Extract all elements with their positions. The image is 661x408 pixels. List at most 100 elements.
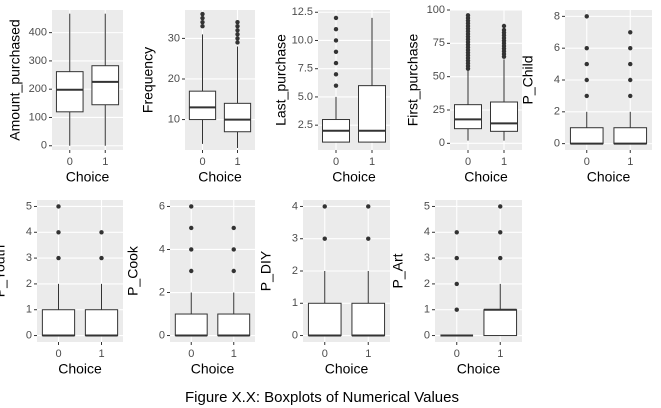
x-tick-label: 1 <box>365 348 371 360</box>
outlier <box>454 307 459 312</box>
box-body <box>490 101 518 132</box>
y-tick-label: 1 <box>292 297 298 309</box>
y-tick-label: 2 <box>554 106 560 118</box>
outlier <box>454 230 459 235</box>
outlier <box>322 236 327 241</box>
y-tick-label: 1 <box>26 304 32 316</box>
y-tick-label: 0 <box>439 137 445 149</box>
y-tick-label: 4 <box>26 226 32 238</box>
y-tick-label: 5.0 <box>298 91 313 103</box>
x-tick-label: 1 <box>102 156 108 168</box>
y-tick-label: 8 <box>554 10 560 22</box>
y-tick-label: 2 <box>26 278 32 290</box>
outlier <box>189 268 194 274</box>
y-tick-label: 2 <box>159 286 165 298</box>
y-tick-label: 0 <box>292 329 298 341</box>
y-tick-label: 12.5 <box>292 6 313 18</box>
y-tick-label: 3 <box>26 252 32 264</box>
outlier <box>628 45 633 51</box>
outlier <box>366 204 371 209</box>
x-axis-title: Choice <box>332 169 376 185</box>
outlier <box>200 15 205 21</box>
y-axis-title: Amount_purchased <box>7 19 23 140</box>
x-axis-title: Choice <box>457 361 501 377</box>
x-tick-label: 0 <box>454 348 460 360</box>
x-axis-title: Choice <box>325 361 369 377</box>
y-axis-title: Last_purchase <box>273 34 289 126</box>
outlier <box>584 77 589 83</box>
y-axis-title: P_Youth <box>0 245 8 297</box>
x-tick-label: 0 <box>199 156 205 168</box>
outlier <box>231 225 236 231</box>
y-tick-label: 1 <box>424 304 430 316</box>
outlier <box>501 23 507 29</box>
outlier <box>235 28 240 33</box>
y-tick-label: 2 <box>292 265 298 277</box>
x-tick-label: 1 <box>234 156 240 168</box>
outlier <box>99 230 104 235</box>
y-tick-label: 5 <box>424 200 430 212</box>
outlier <box>628 61 633 67</box>
x-tick-label: 1 <box>231 348 237 360</box>
outlier <box>333 26 339 32</box>
y-tick-label: 4 <box>159 243 165 255</box>
y-tick-label: 2 <box>424 278 430 290</box>
x-tick-label: 1 <box>627 156 633 168</box>
y-tick-label: 30 <box>168 32 180 44</box>
outlier <box>628 30 633 35</box>
y-tick-label: 100 <box>427 4 445 16</box>
y-tick-label: 10 <box>168 113 180 125</box>
box-body <box>569 127 604 145</box>
outlier <box>498 204 503 209</box>
x-axis-title: Choice <box>66 169 110 185</box>
box-body <box>483 309 518 337</box>
x-tick-label: 0 <box>67 156 73 168</box>
x-tick-label: 0 <box>333 156 339 168</box>
outlier <box>231 268 236 274</box>
figure-caption: Figure X.X: Boxplots of Numerical Values <box>185 389 459 406</box>
y-tick-label: 4 <box>424 226 430 238</box>
box-body <box>351 302 386 337</box>
y-tick-label: 0 <box>41 140 47 152</box>
y-axis-title: P_DIY <box>258 250 274 291</box>
y-tick-label: 20 <box>168 73 180 85</box>
box-body <box>84 309 119 337</box>
x-tick-label: 0 <box>188 348 194 360</box>
outlier <box>628 77 633 83</box>
y-tick-label: 4 <box>554 74 560 86</box>
y-tick-label: 0 <box>159 329 165 341</box>
y-tick-label: 3 <box>424 252 430 264</box>
outlier <box>454 255 459 261</box>
outlier <box>498 230 503 235</box>
outlier <box>454 281 459 287</box>
x-axis-title: Choice <box>587 169 631 185</box>
y-tick-label: 400 <box>29 27 47 39</box>
y-tick-label: 75 <box>433 37 445 49</box>
y-tick-label: 0 <box>424 329 430 341</box>
box-body <box>55 71 84 113</box>
outlier <box>465 13 471 18</box>
box-body <box>307 302 342 337</box>
y-tick-label: 10.0 <box>292 34 313 46</box>
y-axis-title: P_Cook <box>125 245 141 296</box>
y-tick-label: 5 <box>26 200 32 212</box>
outlier <box>366 236 371 241</box>
x-tick-label: 1 <box>501 156 507 168</box>
outlier <box>200 24 205 29</box>
outlier <box>56 230 61 235</box>
x-axis-title: Choice <box>464 169 508 185</box>
y-axis-title: P_Art <box>390 253 406 288</box>
box-body <box>454 104 482 130</box>
outlier <box>189 247 194 252</box>
outlier <box>56 204 61 209</box>
y-tick-label: 300 <box>29 55 47 67</box>
y-tick-label: 50 <box>433 71 445 83</box>
outlier <box>584 93 589 99</box>
outlier <box>628 93 633 99</box>
outlier <box>333 60 339 66</box>
y-tick-label: 0 <box>554 138 560 150</box>
outlier <box>501 27 507 33</box>
x-axis-title: Choice <box>198 169 242 185</box>
box-body <box>188 90 217 121</box>
box-body <box>358 85 386 143</box>
